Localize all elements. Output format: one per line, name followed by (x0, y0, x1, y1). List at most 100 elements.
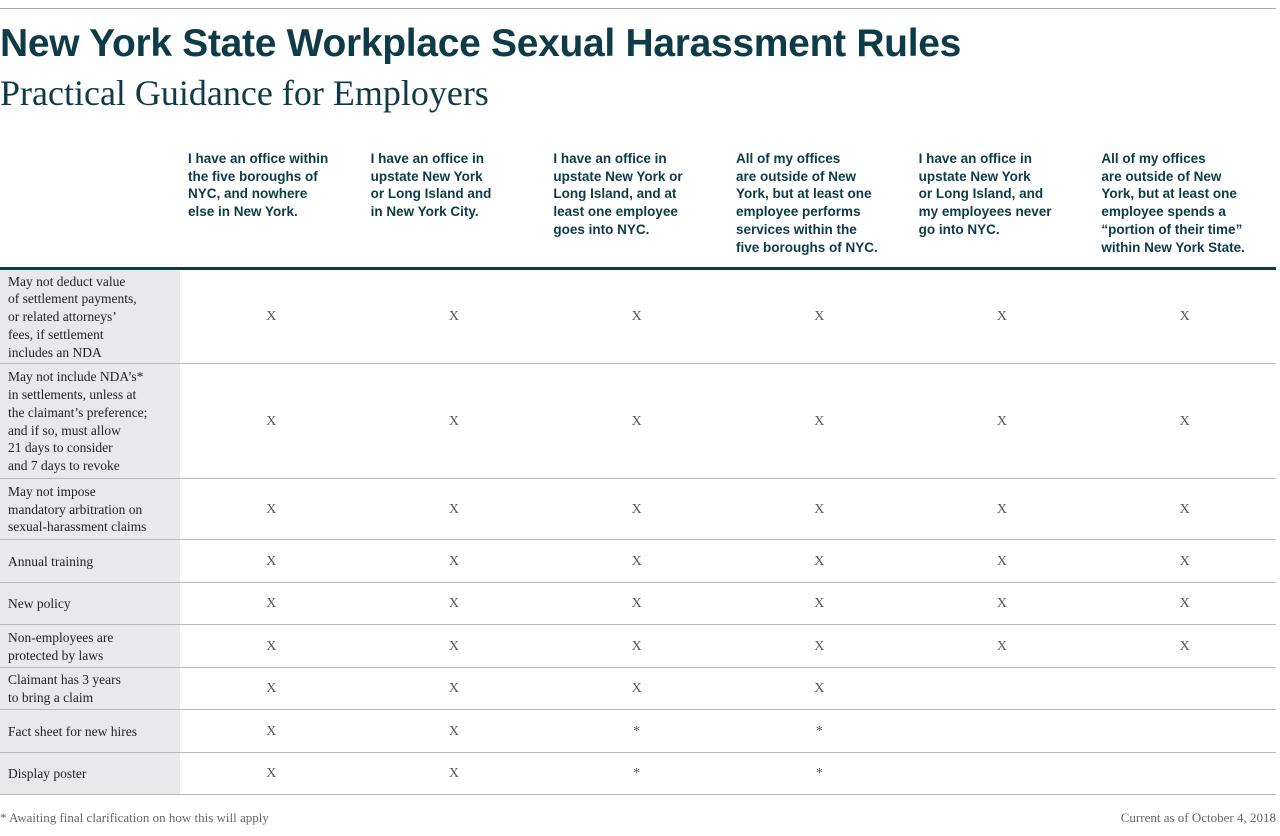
cell: * (633, 766, 641, 781)
cell: X (266, 766, 277, 781)
column-header: least one employee (553, 204, 678, 220)
column-header: Long Island, and at (553, 186, 677, 202)
row-label: or related attorneys’ (8, 309, 117, 325)
cell: X (631, 681, 642, 696)
row-rule (0, 624, 1276, 625)
cell: X (631, 553, 642, 569)
row-rule (0, 363, 1276, 364)
column-header: I have an office within (188, 151, 329, 166)
label-bg (0, 540, 180, 582)
row-label: Annual training (8, 553, 94, 569)
cell: X (1179, 553, 1190, 569)
column-header: York, but at least one (736, 186, 872, 202)
column-header: All of my offices (1101, 151, 1206, 166)
cell: X (631, 638, 642, 654)
column-header: All of my offices (736, 151, 841, 166)
row-label: mandatory arbitration on (8, 501, 143, 517)
label-bg (0, 479, 180, 539)
cell: X (814, 681, 825, 696)
title: New York State Workplace Sexual Harassme… (0, 22, 962, 65)
row-label: 21 days to consider (8, 440, 113, 456)
column-header: employee performs (736, 204, 861, 220)
column-header: employee spends a (1101, 204, 1226, 220)
label-bg (0, 583, 180, 624)
cell: X (266, 501, 277, 517)
column-header: upstate New York (370, 168, 483, 184)
cell: X (448, 501, 460, 517)
label-bg (0, 753, 180, 794)
row-label: to bring a claim (8, 690, 94, 705)
row-rule (0, 794, 1276, 795)
date-note: Current as of October 4, 2018 (1120, 810, 1276, 825)
column-header: the five boroughs of (188, 168, 318, 184)
cell: X (814, 553, 825, 569)
row-label: in settlements, unless at (8, 387, 137, 403)
cell: X (1179, 596, 1190, 611)
column-header: services within the (736, 221, 857, 237)
label-bg (0, 710, 180, 752)
cell: X (814, 596, 825, 611)
cell: * (633, 723, 641, 739)
footnote: * Awaiting final clarification on how th… (0, 810, 269, 825)
cell: X (448, 681, 460, 696)
cell: X (1179, 501, 1190, 517)
cell: * (815, 723, 823, 739)
row-label: Display poster (8, 766, 87, 782)
row-label: and 7 days to revoke (8, 457, 120, 473)
cell: X (996, 638, 1008, 654)
row-label: May not impose (8, 483, 96, 499)
row-label: sexual-harassment claims (8, 519, 147, 535)
label-bg (0, 270, 180, 363)
column-header: goes into NYC. (553, 221, 650, 237)
row-rule (0, 667, 1276, 668)
cell: X (448, 766, 460, 781)
cell: X (631, 596, 642, 611)
cell: X (448, 638, 460, 654)
column-header: I have an office in (553, 151, 667, 166)
cell: X (266, 723, 277, 739)
column-header: NYC, and nowhere (188, 186, 308, 202)
cell: X (814, 413, 825, 429)
column-header: my employees never (918, 204, 1052, 220)
cell: X (266, 413, 277, 429)
cell: X (996, 309, 1008, 324)
column-header: upstate New York (918, 168, 1031, 184)
column-header: are outside of New (1101, 168, 1222, 184)
cell: X (1179, 638, 1190, 654)
top-rule (0, 8, 1276, 9)
cell: X (996, 553, 1008, 569)
column-header: upstate New York or (553, 168, 683, 184)
column-header: are outside of New (736, 168, 857, 184)
column-header: go into NYC. (918, 221, 1000, 237)
cell: X (814, 309, 825, 324)
column-header: in New York City. (370, 204, 479, 220)
cell: X (448, 413, 460, 429)
column-header: five boroughs of NYC. (736, 239, 878, 255)
column-header: else in New York. (188, 204, 298, 220)
cell: X (814, 638, 825, 654)
cell: X (631, 413, 642, 429)
cell: X (1179, 309, 1190, 324)
row-rule (0, 478, 1276, 479)
row-label: the claimant’s preference; (8, 404, 148, 420)
cell: X (448, 723, 460, 739)
cell: X (996, 413, 1008, 429)
column-header: I have an office in (370, 151, 484, 166)
row-label: Claimant has 3 years (8, 672, 121, 688)
cell: X (448, 553, 460, 569)
column-header: within New York State. (1101, 239, 1245, 255)
row-label: Non-employees are (8, 629, 114, 645)
cell: X (996, 596, 1008, 611)
row-label: May not deduct value (8, 273, 126, 289)
label-bg (0, 625, 180, 667)
cell: X (448, 596, 460, 611)
column-header: or Long Island and (370, 186, 492, 202)
cell: X (266, 309, 277, 324)
subtitle: Practical Guidance for Employers (0, 73, 489, 113)
row-label: May not include NDA’s* (8, 369, 144, 385)
row-label: New policy (8, 596, 71, 612)
header-rule (0, 267, 1276, 270)
row-rule (0, 752, 1276, 753)
column-header: or Long Island, and (918, 186, 1044, 202)
